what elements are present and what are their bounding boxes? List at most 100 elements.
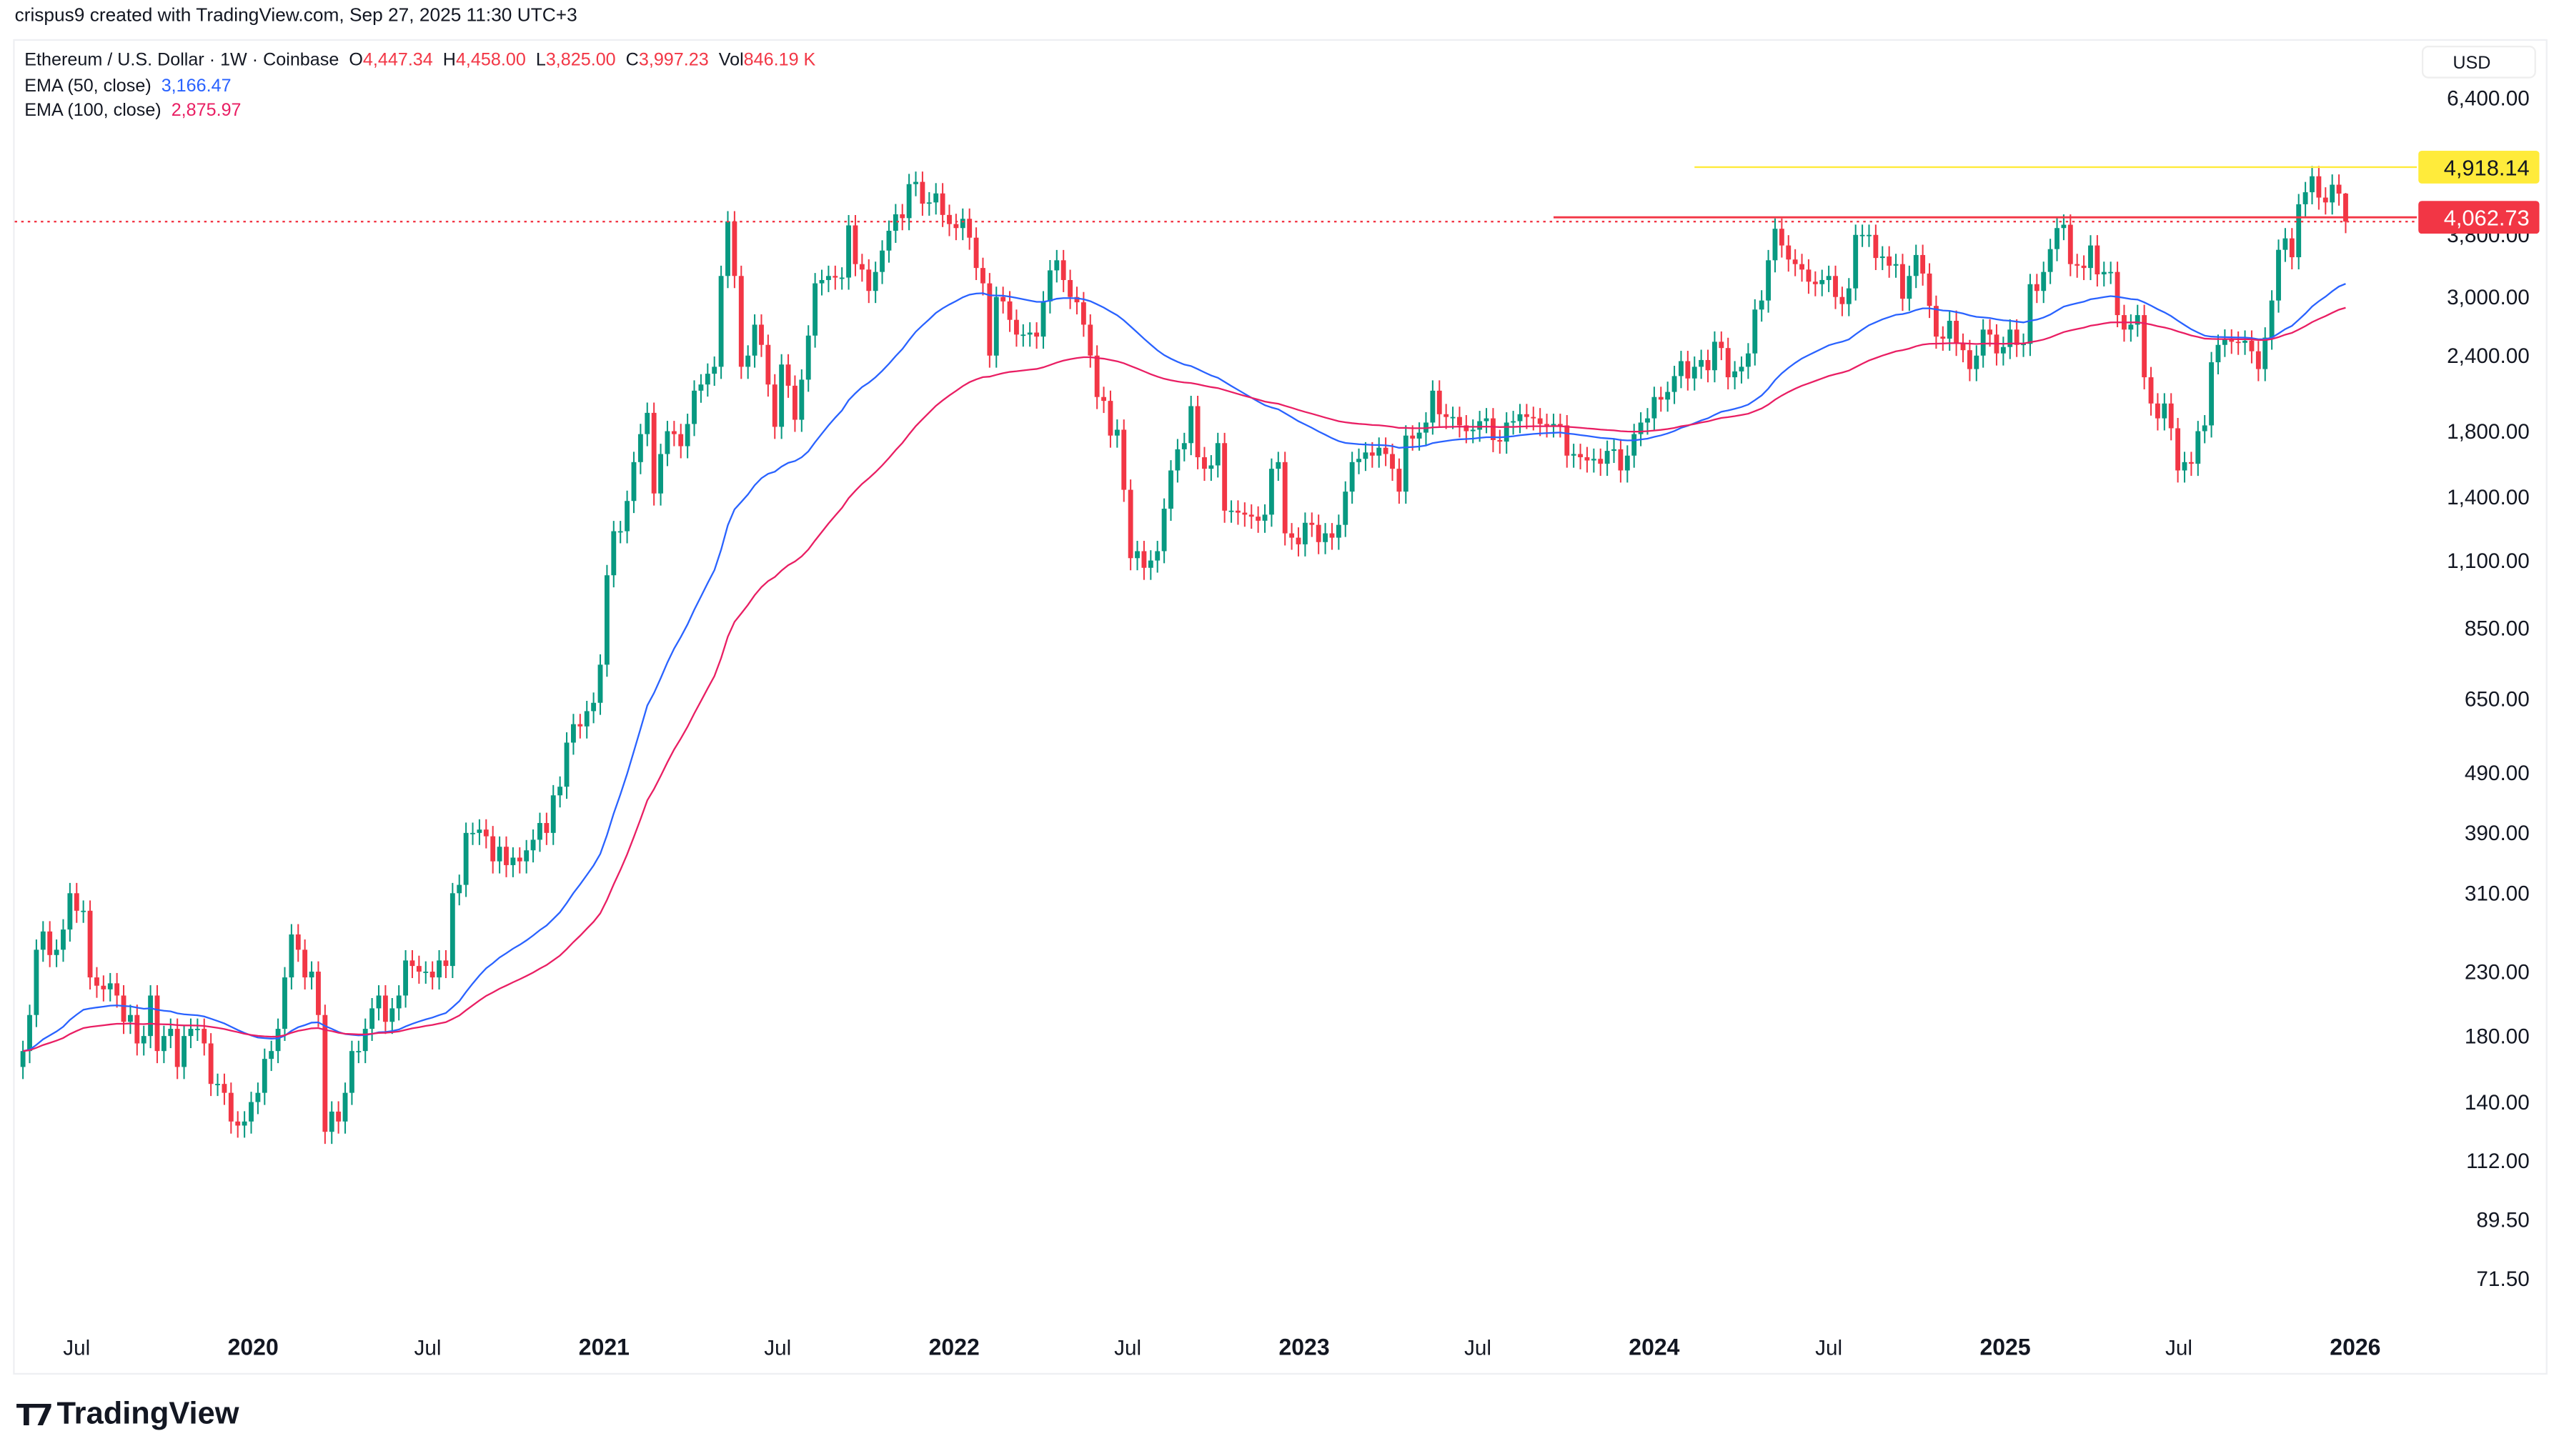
candle	[127, 1004, 133, 1034]
candle	[819, 269, 825, 296]
candle-body	[2222, 339, 2227, 345]
tradingview-logo[interactable]: 𝗧𝟳 TradingView	[16, 1397, 239, 1433]
candle-body	[611, 531, 617, 576]
candle-body	[604, 575, 610, 665]
x-tick-label: 2020	[228, 1335, 279, 1360]
candle-body	[1826, 276, 1832, 280]
candle	[1181, 432, 1187, 462]
candle	[429, 961, 435, 990]
candle-body	[1356, 459, 1361, 462]
candle-body	[571, 724, 576, 743]
candle-body	[993, 296, 999, 356]
candle-body	[309, 972, 314, 978]
candle-body	[577, 724, 583, 727]
candle	[1571, 444, 1576, 468]
candle	[604, 564, 610, 677]
candle-body	[356, 1051, 362, 1052]
candle	[866, 259, 872, 304]
candle-body	[2088, 245, 2093, 269]
legend-ema50-row[interactable]: EMA (50, close) 3,166.47	[24, 74, 815, 99]
candle-body	[920, 181, 925, 204]
candle	[443, 949, 449, 979]
candle-body	[1611, 449, 1616, 452]
candle	[1913, 244, 1919, 289]
candle-body	[1665, 392, 1671, 400]
candle	[349, 1040, 354, 1105]
candle-body	[20, 1051, 26, 1067]
candle	[2209, 351, 2215, 438]
candle	[973, 227, 979, 281]
candle	[1994, 324, 1999, 366]
currency-button[interactable]: USD	[2421, 45, 2536, 79]
candle	[2215, 334, 2221, 374]
candle	[255, 1082, 261, 1115]
candle	[1819, 269, 1825, 296]
candle-body	[1316, 524, 1321, 542]
candle-body	[154, 995, 160, 1052]
candle-body	[859, 264, 865, 270]
candle-body	[2142, 315, 2147, 378]
candle	[1853, 224, 1859, 301]
candle	[1967, 339, 1972, 382]
candle-body	[1168, 470, 1173, 509]
symbol-label[interactable]: Ethereum / U.S. Dollar · 1W · Coinbase	[24, 50, 339, 71]
candle-body	[1195, 406, 1201, 457]
candle-body	[362, 1029, 368, 1052]
candle-body	[1691, 367, 1697, 379]
legend-ema100-row[interactable]: EMA (100, close) 2,875.97	[24, 99, 815, 124]
candle-body	[1537, 418, 1543, 424]
candle-body	[1819, 279, 1825, 284]
candle	[1846, 278, 1852, 316]
y-tick-label: 6,400.00	[2447, 86, 2530, 110]
candle-body	[2135, 315, 2140, 325]
candle-body	[1504, 422, 1509, 442]
candle	[1893, 254, 1899, 278]
candle	[1336, 514, 1341, 550]
x-tick-label: Jul	[2165, 1337, 2192, 1360]
candle-body	[765, 344, 771, 385]
candle	[617, 521, 623, 544]
candle-body	[504, 847, 509, 865]
candle-body	[302, 949, 308, 978]
candle-body	[625, 501, 630, 532]
candle	[597, 654, 603, 715]
candle-body	[1638, 422, 1644, 434]
candle	[2162, 393, 2167, 431]
candle-body	[1175, 449, 1181, 471]
candle	[732, 211, 737, 289]
candle-body	[1040, 301, 1046, 337]
candle	[483, 819, 489, 849]
candle	[376, 985, 382, 1021]
candle-body	[215, 1084, 220, 1086]
candle	[2269, 290, 2275, 350]
candle	[1887, 246, 1892, 278]
candle-body	[2269, 300, 2275, 338]
candle-body	[40, 931, 46, 950]
candle-body	[1268, 469, 1274, 515]
chart-pane[interactable]	[13, 39, 2548, 1375]
candle-body	[1068, 279, 1073, 297]
candle-body	[161, 1036, 167, 1052]
candle-body	[1256, 517, 1261, 521]
close-value: 3,997.23	[638, 50, 709, 71]
candle	[1376, 437, 1382, 468]
candle-body	[1873, 234, 1879, 259]
candle	[2343, 193, 2348, 234]
candle-body	[2209, 362, 2215, 426]
candle	[1302, 512, 1308, 557]
candle-body	[900, 214, 905, 219]
candle-body	[1578, 454, 1583, 457]
candle	[356, 1040, 362, 1064]
candle-body	[34, 949, 39, 1015]
candle-body	[2182, 462, 2187, 471]
candle	[437, 949, 442, 990]
candle-body	[1060, 260, 1066, 280]
candle	[1068, 269, 1073, 309]
candle	[1047, 260, 1053, 314]
candle-body	[1859, 234, 1865, 236]
candle-body	[1296, 537, 1301, 544]
candle-body	[477, 829, 482, 833]
candle-body	[1464, 425, 1469, 432]
y-tick-label: 650.00	[2465, 687, 2530, 711]
